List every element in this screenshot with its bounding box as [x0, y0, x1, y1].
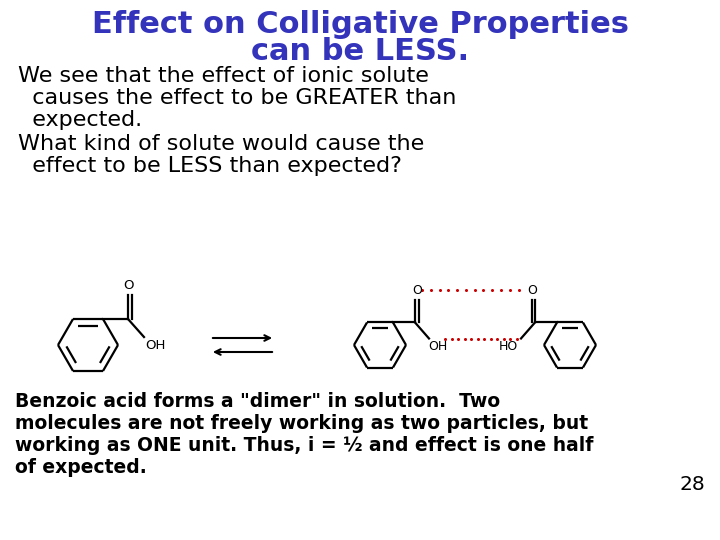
- Text: OH: OH: [428, 341, 447, 354]
- Text: O: O: [124, 279, 134, 292]
- Text: expected.: expected.: [18, 110, 142, 130]
- Text: We see that the effect of ionic solute: We see that the effect of ionic solute: [18, 66, 429, 86]
- Text: working as ONE unit. Thus, i = ½ and effect is one half: working as ONE unit. Thus, i = ½ and eff…: [15, 436, 593, 455]
- Text: Effect on Colligative Properties: Effect on Colligative Properties: [91, 10, 629, 39]
- Text: Benzoic acid forms a "dimer" in solution.  Two: Benzoic acid forms a "dimer" in solution…: [15, 392, 500, 411]
- Text: O: O: [412, 285, 422, 298]
- Text: What kind of solute would cause the: What kind of solute would cause the: [18, 134, 424, 154]
- Text: OH: OH: [145, 339, 166, 352]
- Text: of expected.: of expected.: [15, 458, 147, 477]
- Text: effect to be LESS than expected?: effect to be LESS than expected?: [18, 156, 402, 176]
- Text: molecules are not freely working as two particles, but: molecules are not freely working as two …: [15, 414, 588, 433]
- Text: can be LESS.: can be LESS.: [251, 37, 469, 66]
- Text: O: O: [527, 285, 537, 298]
- Text: HO: HO: [499, 341, 518, 354]
- Text: causes the effect to be GREATER than: causes the effect to be GREATER than: [18, 88, 456, 108]
- Text: 28: 28: [679, 475, 705, 494]
